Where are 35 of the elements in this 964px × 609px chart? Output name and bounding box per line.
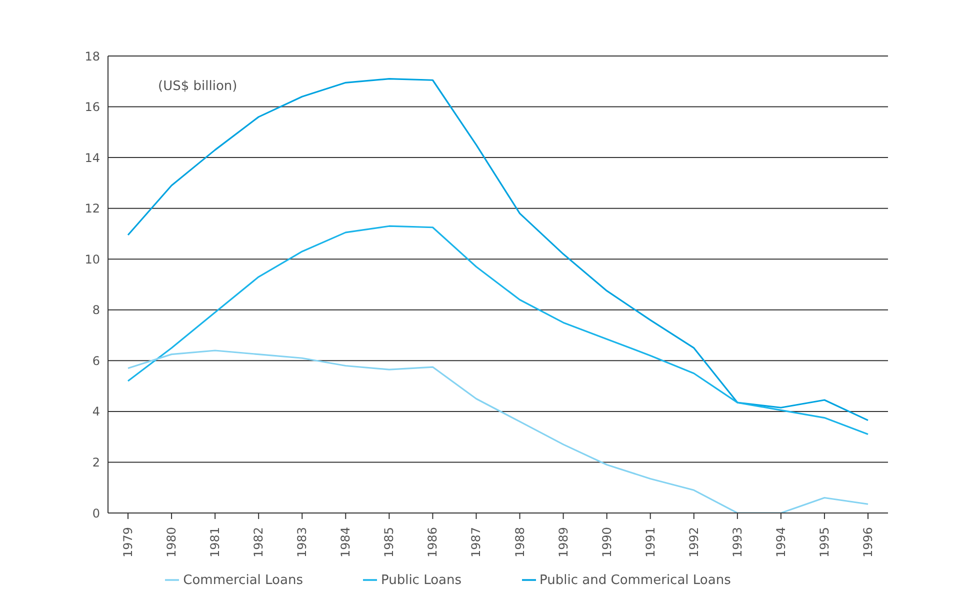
y-tick-label: 0 <box>92 506 100 520</box>
y-tick-label: 10 <box>84 252 100 266</box>
legend-label: Public Loans <box>380 573 462 588</box>
x-tick-label: 1989 <box>556 527 570 558</box>
x-tick-label: 1995 <box>817 527 832 558</box>
line-series <box>127 225 869 436</box>
y-tick-label: 8 <box>92 303 100 318</box>
x-tick-label: 1987 <box>469 527 484 558</box>
annotation: (US$ billion) <box>158 79 238 94</box>
y-tick-label: 6 <box>92 354 100 368</box>
x-tick-label: 1983 <box>295 527 310 558</box>
y-tick-label: 12 <box>84 202 100 216</box>
x-tick-label: 1992 <box>686 527 701 558</box>
y-tick-label: 16 <box>84 100 100 114</box>
x-tick-label: 1981 <box>208 527 222 558</box>
x-tick-label: 1991 <box>643 527 658 558</box>
x-tick-label: 1986 <box>426 527 440 558</box>
x-tick-label: 1984 <box>338 527 353 558</box>
x-tick-label: 1994 <box>774 527 788 558</box>
line-series <box>127 350 869 513</box>
line-series <box>127 78 869 422</box>
y-tick-label: 4 <box>92 404 100 419</box>
x-tick-label: 1979 <box>121 527 135 558</box>
x-tick-label: 1996 <box>861 527 875 558</box>
y-tick-label: 18 <box>84 49 100 64</box>
legend-label: Commercial Loans <box>183 573 303 588</box>
x-tick-label: 1980 <box>164 527 179 558</box>
y-tick-label: 14 <box>84 150 100 165</box>
x-tick-label: 1985 <box>382 527 396 558</box>
x-tick-label: 1988 <box>512 527 527 558</box>
y-tick-label: 2 <box>92 455 100 470</box>
x-tick-label: 1993 <box>730 527 744 558</box>
legend-label: Public and Commerical Loans <box>540 573 731 588</box>
x-tick-label: 1982 <box>252 527 266 558</box>
x-tick-label: 1990 <box>600 527 614 558</box>
